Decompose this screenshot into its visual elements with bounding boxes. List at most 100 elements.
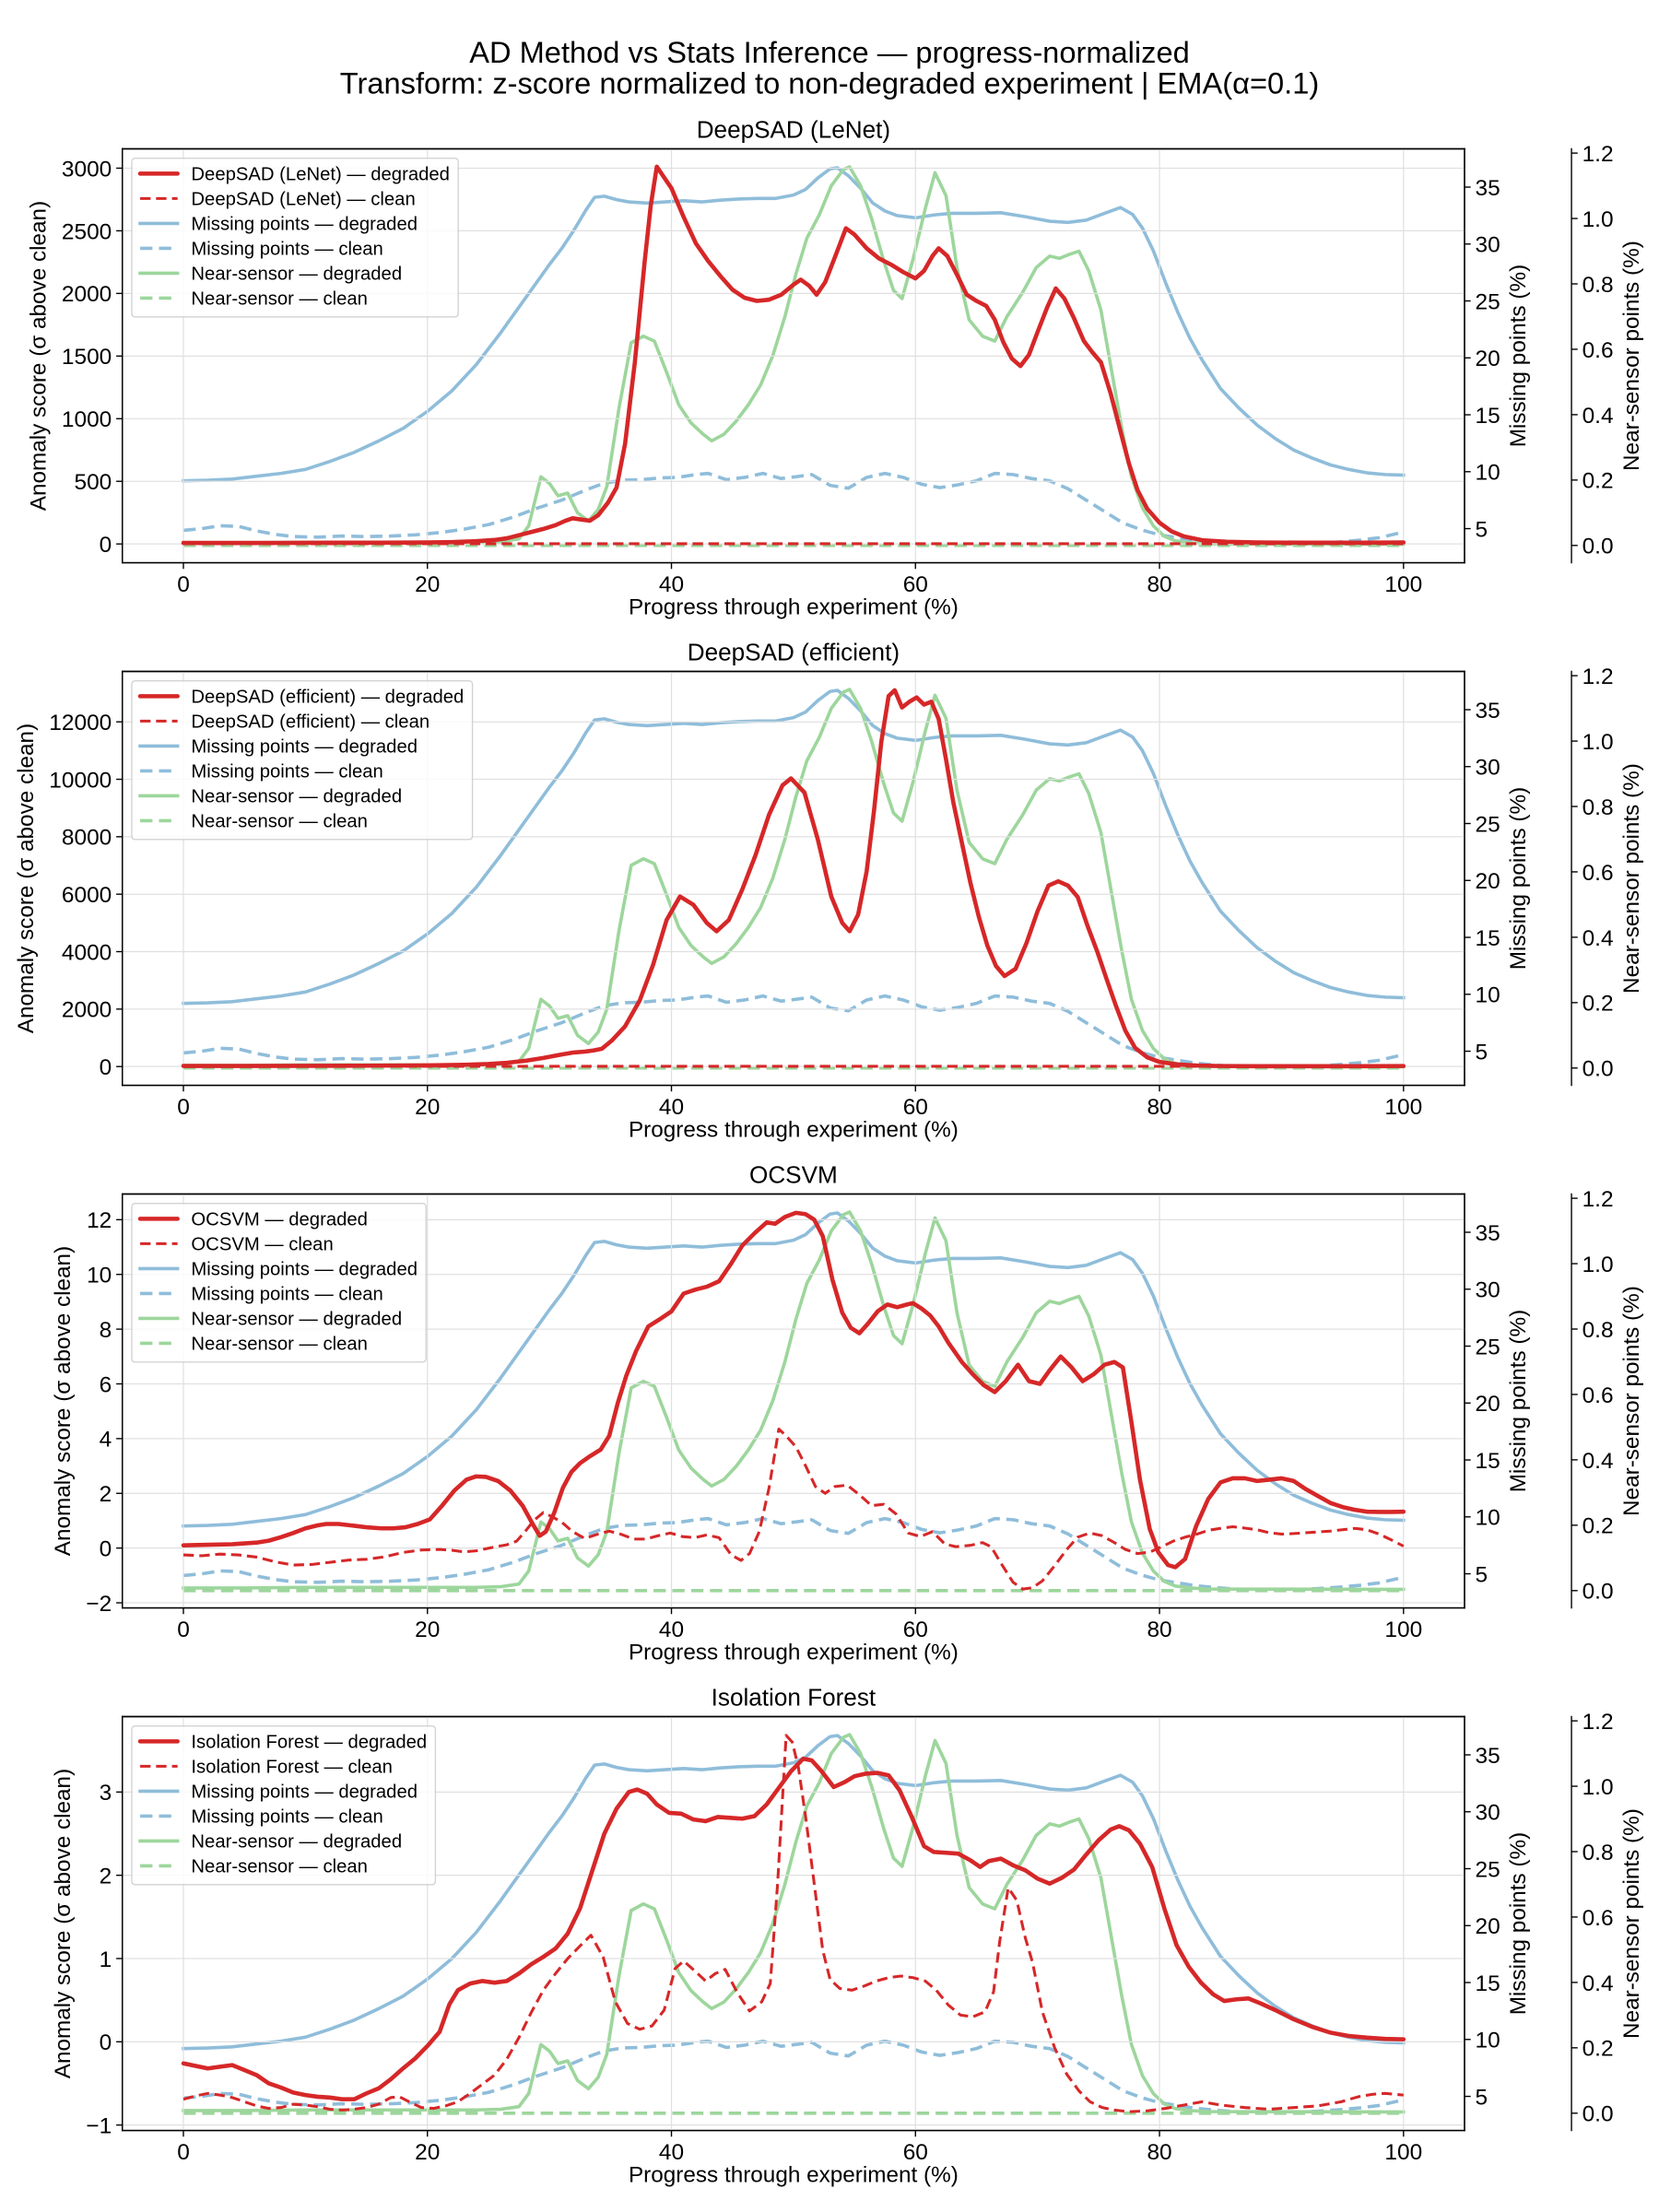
svg-text:60: 60 [903,1095,928,1120]
svg-text:Isolation Forest — degraded: Isolation Forest — degraded [191,1732,427,1752]
svg-text:0.0: 0.0 [1583,535,1614,559]
svg-text:0.0: 0.0 [1583,1580,1614,1605]
svg-text:Isolation Forest — clean: Isolation Forest — clean [191,1757,393,1777]
svg-text:0.4: 0.4 [1583,404,1614,429]
svg-text:2500: 2500 [62,219,112,244]
svg-text:8: 8 [100,1318,112,1343]
svg-text:30: 30 [1476,1801,1500,1826]
svg-text:80: 80 [1147,1095,1171,1120]
svg-text:AD Method vs Stats Inference —: AD Method vs Stats Inference — progress-… [469,35,1190,69]
svg-text:OCSVM: OCSVM [749,1161,838,1189]
svg-text:0.4: 0.4 [1583,1971,1614,1996]
svg-text:35: 35 [1476,699,1500,724]
svg-text:Missing points — clean: Missing points — clean [191,1285,382,1305]
svg-text:Near-sensor — clean: Near-sensor — clean [191,812,367,832]
svg-text:0.2: 0.2 [1583,2037,1614,2062]
svg-text:40: 40 [659,572,684,597]
svg-text:10000: 10000 [49,768,112,793]
svg-text:15: 15 [1476,926,1500,951]
svg-text:20: 20 [1476,347,1500,371]
svg-text:10: 10 [1476,2029,1500,2053]
svg-text:40: 40 [659,1095,684,1120]
svg-text:Transform: z-score normalized: Transform: z-score normalized to non-deg… [340,66,1319,100]
svg-text:Near-sensor points (%): Near-sensor points (%) [1619,1286,1644,1516]
svg-text:0.6: 0.6 [1583,338,1614,363]
svg-text:35: 35 [1476,1744,1500,1769]
svg-text:DeepSAD (efficient): DeepSAD (efficient) [688,639,900,666]
svg-text:Missing points — clean: Missing points — clean [191,762,382,782]
svg-text:3: 3 [100,1781,112,1806]
svg-text:20: 20 [415,2140,440,2165]
svg-text:1.0: 1.0 [1583,1253,1614,1277]
svg-text:20: 20 [415,572,440,597]
svg-text:0.4: 0.4 [1583,926,1614,951]
svg-text:2: 2 [100,1482,112,1507]
svg-text:2000: 2000 [62,282,112,307]
svg-text:Near-sensor — degraded: Near-sensor — degraded [191,265,402,285]
svg-text:1: 1 [100,1947,112,1972]
svg-text:1.0: 1.0 [1583,730,1614,755]
svg-text:0.6: 0.6 [1583,1383,1614,1408]
svg-text:3000: 3000 [62,157,112,182]
svg-text:DeepSAD (LeNet) — clean: DeepSAD (LeNet) — clean [191,189,415,209]
svg-text:5: 5 [1476,1040,1488,1065]
svg-text:5: 5 [1476,517,1488,542]
svg-text:Near-sensor — degraded: Near-sensor — degraded [191,1832,402,1853]
svg-text:15: 15 [1476,1449,1500,1474]
svg-text:20: 20 [1476,869,1500,894]
svg-text:500: 500 [74,470,112,495]
svg-text:100: 100 [1384,1095,1422,1120]
svg-text:6000: 6000 [62,883,112,908]
svg-text:Near-sensor points (%): Near-sensor points (%) [1619,241,1644,471]
svg-text:Progress through experiment (%: Progress through experiment (%) [629,1641,959,1665]
svg-text:Near-sensor — clean: Near-sensor — clean [191,289,367,310]
svg-text:Missing points (%): Missing points (%) [1506,787,1531,970]
svg-text:2: 2 [100,1865,112,1889]
svg-text:Near-sensor — degraded: Near-sensor — degraded [191,787,402,807]
svg-text:25: 25 [1476,289,1500,314]
svg-text:0.6: 0.6 [1583,1906,1614,1931]
svg-text:Missing points — clean: Missing points — clean [191,1807,382,1828]
svg-text:1.0: 1.0 [1583,207,1614,232]
svg-text:DeepSAD (efficient) — degraded: DeepSAD (efficient) — degraded [191,687,464,707]
svg-text:1.2: 1.2 [1583,1187,1614,1212]
svg-text:25: 25 [1476,1335,1500,1359]
svg-text:0: 0 [100,1537,112,1562]
svg-text:100: 100 [1384,2140,1422,2165]
svg-text:1.2: 1.2 [1583,142,1614,167]
svg-text:35: 35 [1476,176,1500,201]
svg-text:Missing points — degraded: Missing points — degraded [191,214,418,234]
svg-text:0.4: 0.4 [1583,1449,1614,1474]
svg-text:0: 0 [177,572,190,597]
svg-text:Progress through experiment (%: Progress through experiment (%) [629,1118,959,1143]
svg-text:60: 60 [903,572,928,597]
svg-text:DeepSAD (LeNet): DeepSAD (LeNet) [697,116,890,144]
svg-text:20: 20 [415,1618,440,1642]
svg-text:Missing points — degraded: Missing points — degraded [191,736,418,757]
svg-text:0.8: 0.8 [1583,795,1614,820]
svg-text:20: 20 [1476,1392,1500,1417]
svg-text:5: 5 [1476,1562,1488,1587]
svg-text:Anomaly score (σ above clean): Anomaly score (σ above clean) [51,1769,76,2078]
svg-text:100: 100 [1384,572,1422,597]
svg-text:Missing points — degraded: Missing points — degraded [191,1259,418,1279]
svg-text:0.0: 0.0 [1583,2102,1614,2127]
svg-text:40: 40 [659,1618,684,1642]
svg-text:Near-sensor points (%): Near-sensor points (%) [1619,763,1644,994]
svg-text:0.8: 0.8 [1583,273,1614,298]
svg-text:4: 4 [100,1428,112,1453]
svg-text:20: 20 [1476,1914,1500,1939]
svg-text:0.2: 0.2 [1583,992,1614,1017]
svg-text:−2: −2 [86,1592,112,1617]
svg-text:0.0: 0.0 [1583,1057,1614,1082]
svg-text:30: 30 [1476,233,1500,258]
svg-text:1000: 1000 [62,407,112,432]
svg-text:40: 40 [659,2140,684,2165]
svg-text:35: 35 [1476,1221,1500,1246]
svg-text:10: 10 [1476,1506,1500,1531]
svg-text:−1: −1 [86,2113,112,2138]
svg-text:12: 12 [87,1208,112,1233]
svg-text:30: 30 [1476,756,1500,781]
svg-text:0: 0 [100,1055,112,1080]
svg-text:5: 5 [1476,2085,1488,2110]
